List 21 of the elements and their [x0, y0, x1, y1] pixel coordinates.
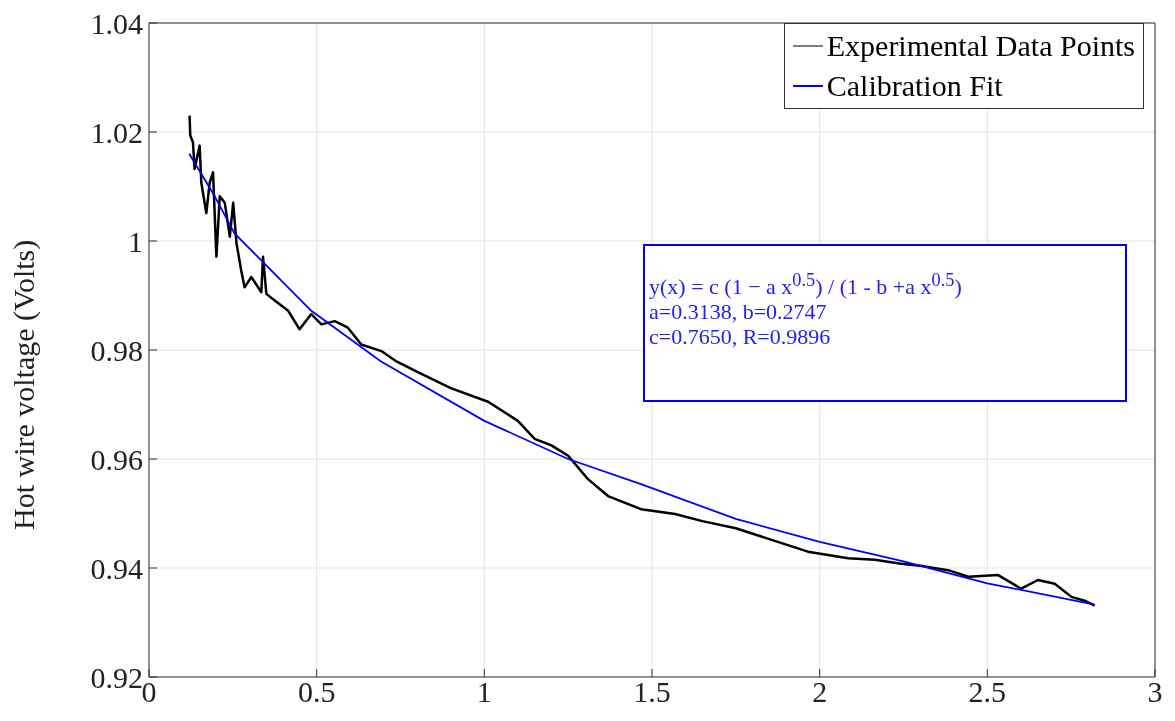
y-tick-label: 1.02 — [90, 115, 143, 149]
y-tick-label: 0.92 — [90, 660, 143, 694]
annotation: y(x) = c (1 − a x$^{0.5}$) / (1 - b +a x$^{0.5}$) — [649, 269, 963, 300]
x-tick-label: 2.5 — [968, 675, 1007, 709]
x-tick-label: 2 — [812, 675, 828, 709]
x-tick-label: 3 — [1147, 675, 1163, 709]
equation-box: y(x) = c (1 − a x$^{0.5}$) / (1 - b +a x$^{0.5}$) a=0.3138, b=0.2747 c=0.7650, R=0.9896 — [643, 244, 1127, 402]
y-tick-label: 0.96 — [90, 442, 143, 476]
legend-label: Experimental Data Points — [826, 28, 1135, 64]
x-tick-label: 0 — [141, 675, 157, 709]
x-tick-label: 1 — [476, 675, 492, 709]
x-tick-label: 1.5 — [633, 675, 671, 709]
y-tick-label: 0.94 — [90, 551, 143, 585]
y-tick-label: 0.98 — [90, 333, 143, 367]
y-tick-label: 1 — [128, 224, 143, 258]
annotation: c=0.7650, R=0.9896 — [649, 324, 832, 350]
legend-label: Calibration Fit — [826, 68, 1003, 104]
y-axis-title: Hot wire voltage (Volts) — [6, 239, 41, 530]
y-tick-label: 1.04 — [90, 6, 143, 40]
x-tick-label: 0.5 — [297, 675, 336, 709]
annotation: a=0.3138, b=0.2747 — [649, 299, 828, 325]
